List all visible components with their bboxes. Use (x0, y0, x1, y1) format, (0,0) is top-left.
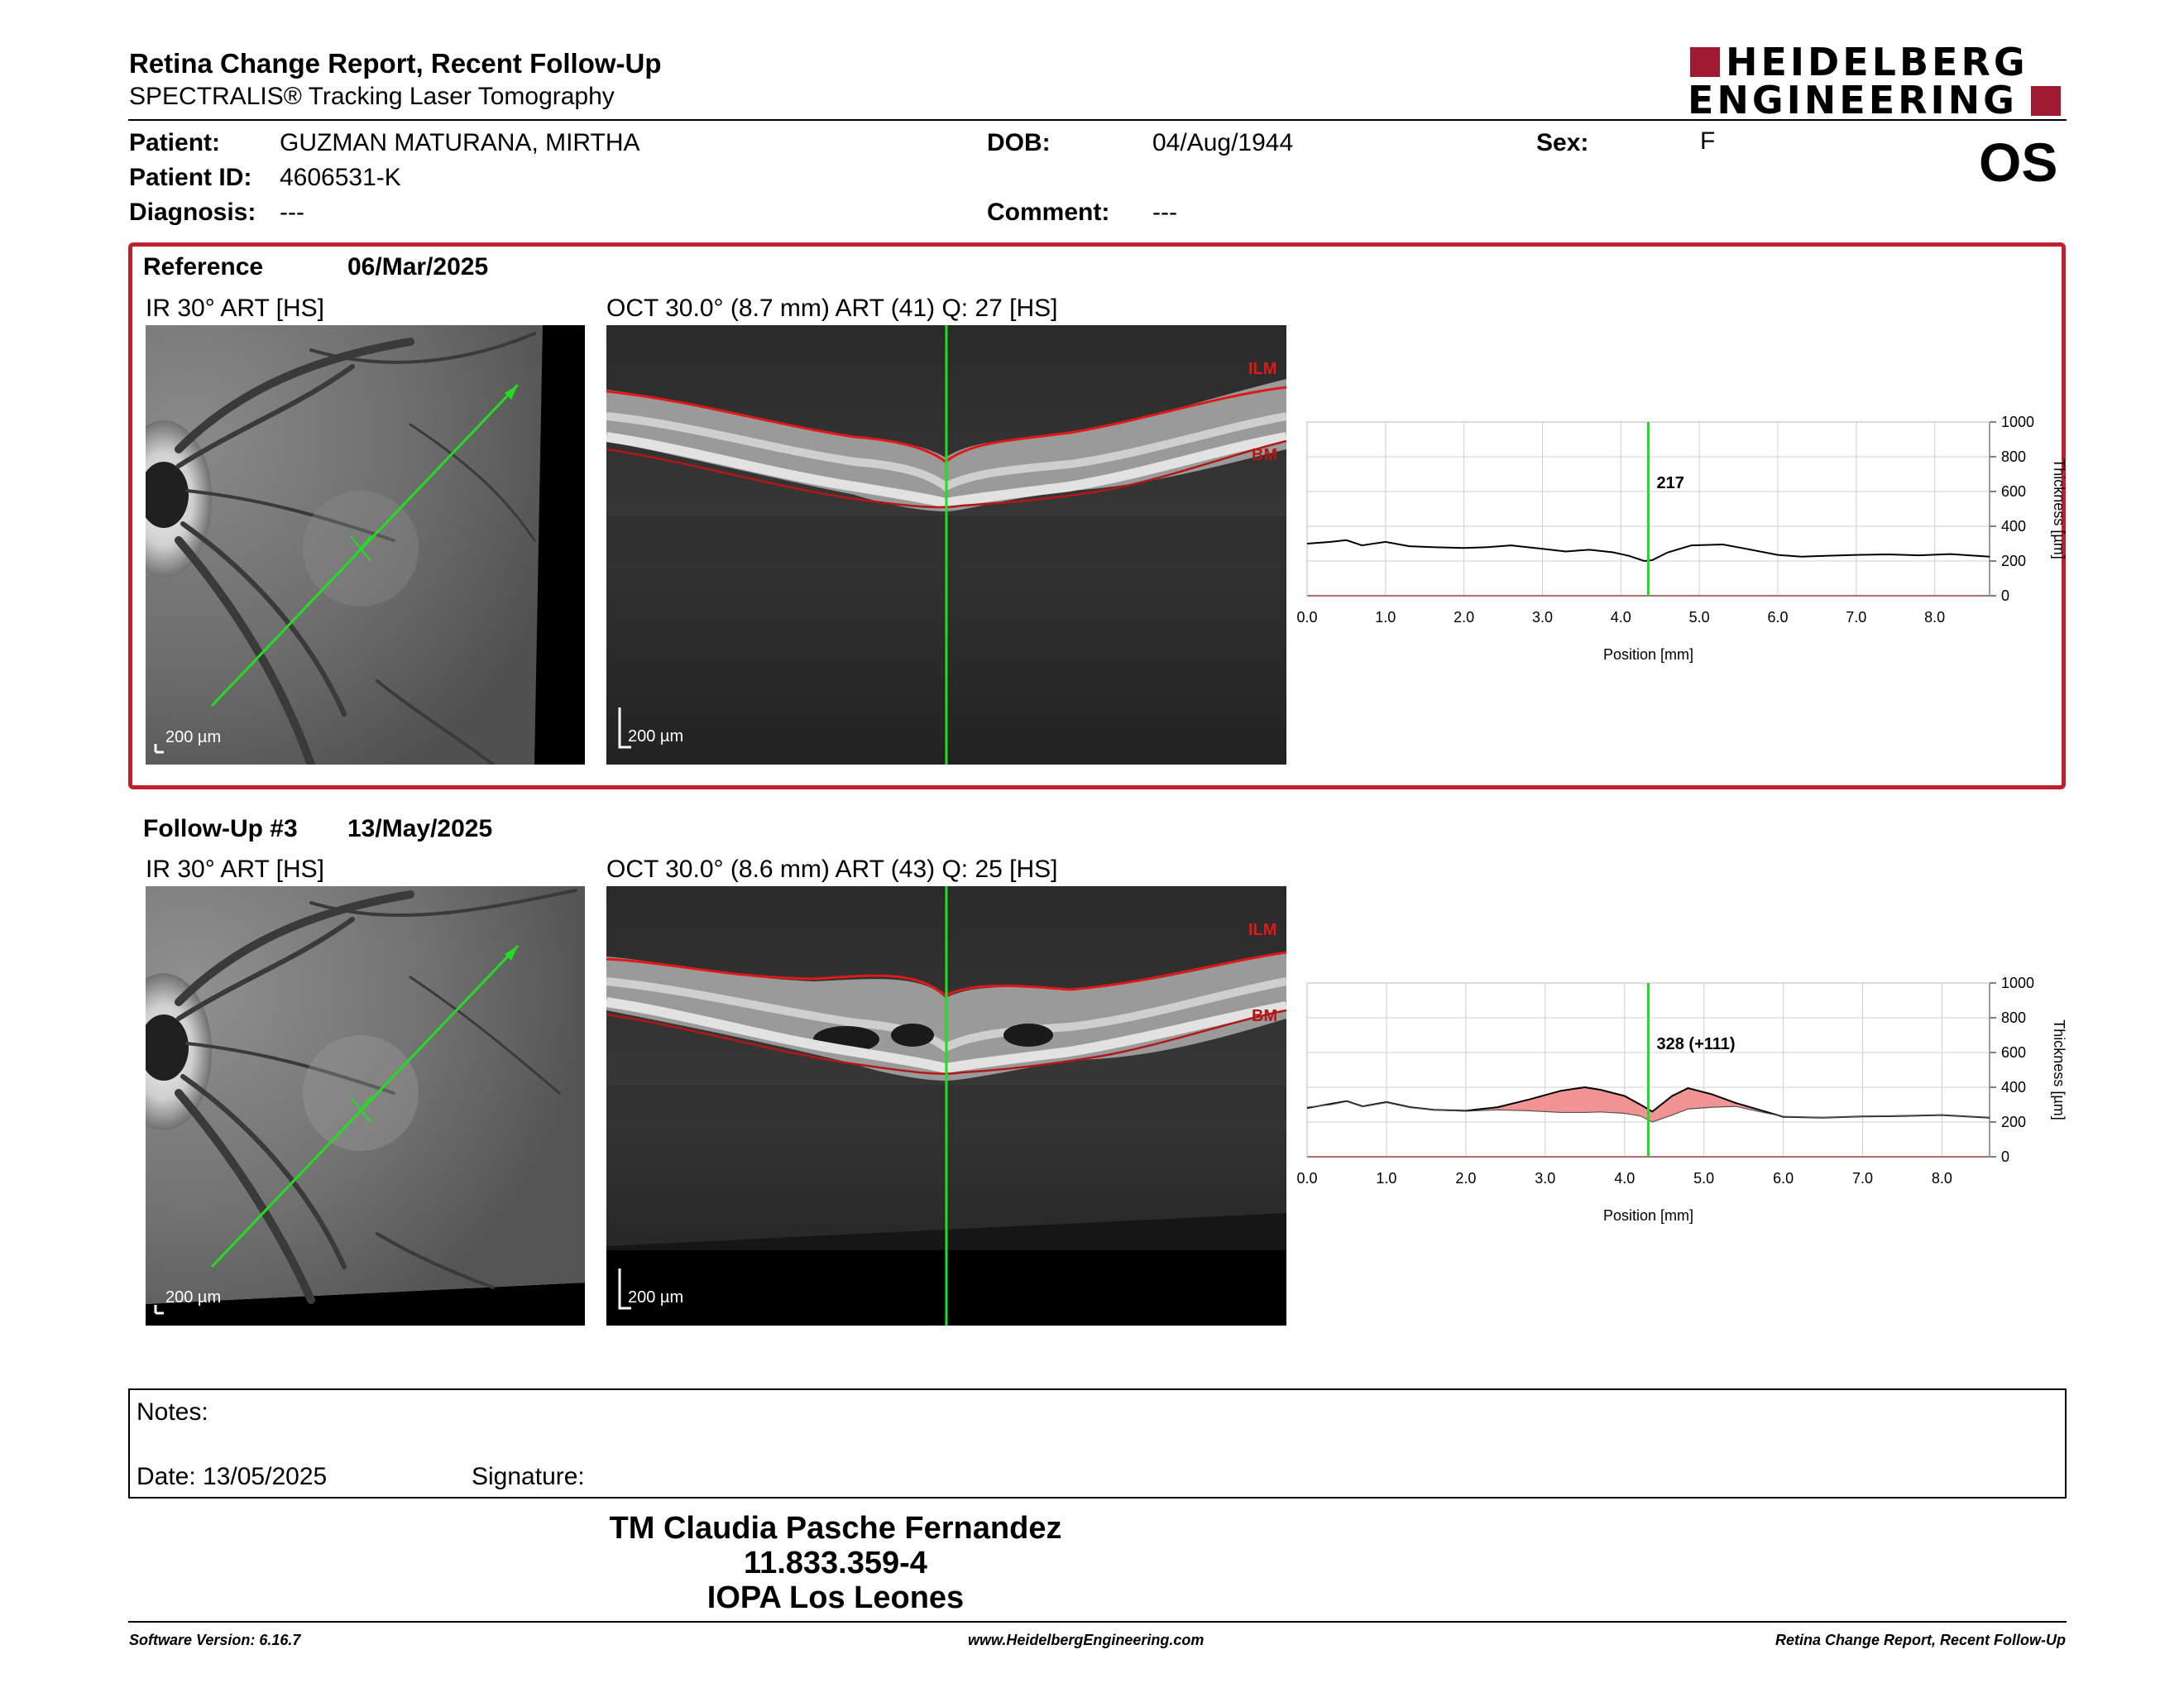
logo-text-line2: ENGINEERING (1688, 78, 2018, 122)
comment-label: Comment: (987, 199, 1110, 226)
reference-chart-y-tick-label: 400 (2001, 518, 2026, 535)
followup-chart-y-tick-label: 200 (2001, 1114, 2026, 1130)
followup-ir-caption: IR 30° ART [HS] (146, 856, 324, 883)
reference-oct-bscan-image[interactable]: ILM BM 200 µm (606, 325, 1286, 765)
website-link[interactable]: www.HeidelbergEngineering.com (968, 1632, 1205, 1648)
followup-ir-scale-bar: 200 µm (165, 1288, 222, 1307)
reference-bm-label: BM (1252, 446, 1278, 464)
reference-date: 06/Mar/2025 (347, 253, 489, 281)
report-title: Retina Change Report, Recent Follow-Up (129, 48, 662, 79)
notes-label: Notes: (136, 1398, 208, 1426)
sex-label: Sex: (1536, 129, 1589, 156)
reference-chart-x-tick-label: 1.0 (1375, 609, 1396, 626)
reference-chart-y-tick-label: 0 (2001, 587, 2009, 604)
logo-square-top (1690, 47, 1720, 77)
reference-chart-x-tick-label: 6.0 (1767, 609, 1788, 626)
footer-divider (128, 1621, 2067, 1623)
reference-label: Reference (143, 253, 264, 281)
followup-chart-x-axis-label: Position [mm] (1603, 1207, 1693, 1224)
notes-date: Date: 13/05/2025 (136, 1463, 328, 1490)
reference-ir-scale-bar: 200 µm (165, 728, 222, 746)
reference-chart-x-tick-label: 2.0 (1454, 609, 1474, 626)
sex-value: F (1700, 127, 1716, 155)
followup-oct-caption: OCT 30.0° (8.6 mm) ART (43) Q: 25 [HS] (606, 856, 1058, 883)
patient-label: Patient: (129, 129, 221, 156)
followup-chart-x-tick-label: 1.0 (1376, 1170, 1396, 1187)
signature-label: Signature: (472, 1463, 585, 1490)
followup-chart-x-tick-label: 0.0 (1296, 1170, 1317, 1187)
reference-chart-series-line-0 (1306, 539, 1990, 563)
reference-chart-cursor-value-label: 217 (1657, 474, 1684, 492)
followup-chart-y-axis-label: Thickness [µm] (2051, 1019, 2067, 1120)
followup-chart-y-tick-label: 800 (2001, 1009, 2026, 1026)
footer-report-name: Retina Change Report, Recent Follow-Up (1774, 1632, 2066, 1648)
followup-label: Follow-Up #3 (143, 815, 298, 842)
followup-chart-series-line-1 (1306, 1101, 1990, 1123)
reference-chart-x-tick-label: 5.0 (1689, 609, 1710, 626)
signer-rut: 11.833.359-4 (744, 1546, 927, 1580)
followup-chart-x-tick-label: 2.0 (1455, 1170, 1476, 1187)
reference-chart-x-tick-label: 3.0 (1532, 609, 1553, 626)
reference-chart-x-tick-label: 4.0 (1611, 609, 1631, 626)
followup-ilm-label: ILM (1248, 921, 1277, 939)
followup-chart-y-tick-label: 600 (2001, 1044, 2026, 1061)
followup-chart-x-tick-label: 4.0 (1614, 1170, 1635, 1187)
followup-ir-fundus-image[interactable]: 200 µm (146, 886, 585, 1326)
reference-ir-fundus-drawing (146, 325, 585, 765)
reference-chart-x-tick-label: 7.0 (1846, 609, 1866, 626)
followup-chart-y-tick-label: 1000 (2001, 975, 2034, 991)
reference-chart-y-tick-label: 1000 (2001, 414, 2034, 430)
reference-chart-y-tick-label: 200 (2001, 553, 2026, 569)
followup-chart-x-tick-label: 8.0 (1932, 1170, 1952, 1187)
reference-chart-y-tick-label: 600 (2001, 483, 2026, 500)
reference-chart-x-tick-label: 8.0 (1924, 609, 1945, 626)
logo-text-line1: HEIDELBERG (1726, 40, 2028, 84)
reference-thickness-chart[interactable]: 0.0 1.0 2.0 3.0 4.0 5.0 6.0 7.0 8.0 0 200 400 600 800… (1291, 410, 2076, 683)
reference-chart-x-tick-label: 0.0 (1296, 609, 1317, 626)
followup-oct-scale-bar: 200 µm (628, 1288, 684, 1307)
comment-value: --- (1152, 199, 1177, 226)
followup-oct-bscan-image[interactable]: ILM BM 200 µm (606, 886, 1286, 1326)
followup-oct-bscan-drawing (606, 886, 1286, 1326)
followup-chart-x-tick-label: 6.0 (1773, 1170, 1794, 1187)
diagnosis-value: --- (280, 199, 304, 226)
software-version: Software Version: 6.16.7 (129, 1632, 301, 1648)
patient-id-label: Patient ID: (129, 164, 252, 191)
diagnosis-label: Diagnosis: (129, 199, 256, 226)
reference-oct-scale-bar: 200 µm (628, 727, 684, 746)
eye-indicator: OS (1979, 132, 2058, 193)
reference-oct-bscan-drawing (606, 325, 1286, 765)
reference-chart-y-tick-label: 800 (2001, 448, 2026, 465)
followup-chart-cursor-value-label: 328 (+111) (1657, 1035, 1736, 1053)
patient-id: 4606531-K (280, 164, 401, 191)
reference-oct-caption: OCT 30.0° (8.7 mm) ART (41) Q: 27 [HS] (606, 295, 1058, 322)
followup-chart-x-tick-label: 7.0 (1852, 1170, 1873, 1187)
header-divider (128, 119, 2067, 121)
report-subtitle: SPECTRALIS® Tracking Laser Tomography (129, 83, 615, 110)
followup-chart-y-tick-label: 400 (2001, 1079, 2026, 1096)
signer-place: IOPA Los Leones (706, 1580, 965, 1615)
followup-chart-x-tick-label: 3.0 (1535, 1170, 1555, 1187)
dob-label: DOB: (987, 129, 1051, 156)
followup-thickness-chart[interactable]: 0.0 1.0 2.0 3.0 4.0 5.0 6.0 7.0 8.0 0 200 400 600 800… (1291, 971, 2076, 1244)
followup-chart-y-tick-label: 0 (2001, 1149, 2009, 1165)
reference-chart-y-axis-label: Thickness [µm] (2051, 458, 2067, 559)
signer-name: TM Claudia Pasche Fernandez (609, 1511, 1062, 1546)
reference-chart-x-axis-label: Position [mm] (1603, 646, 1693, 663)
notes-box[interactable]: Notes: Date: 13/05/2025 Signature: (128, 1388, 2067, 1499)
reference-ir-fundus-image[interactable]: 200 µm (146, 325, 585, 765)
dob-value: 04/Aug/1944 (1152, 129, 1294, 156)
reference-ilm-label: ILM (1248, 360, 1277, 378)
patient-name: GUZMAN MATURANA, MIRTHA (280, 129, 640, 156)
followup-ir-fundus-drawing (146, 886, 585, 1326)
followup-bm-label: BM (1252, 1007, 1278, 1025)
followup-chart-x-tick-label: 5.0 (1693, 1170, 1714, 1187)
reference-ir-caption: IR 30° ART [HS] (146, 295, 324, 322)
logo-square-bottom (2031, 86, 2061, 116)
reference-highlight-box (128, 242, 2066, 789)
followup-date: 13/May/2025 (347, 815, 493, 842)
